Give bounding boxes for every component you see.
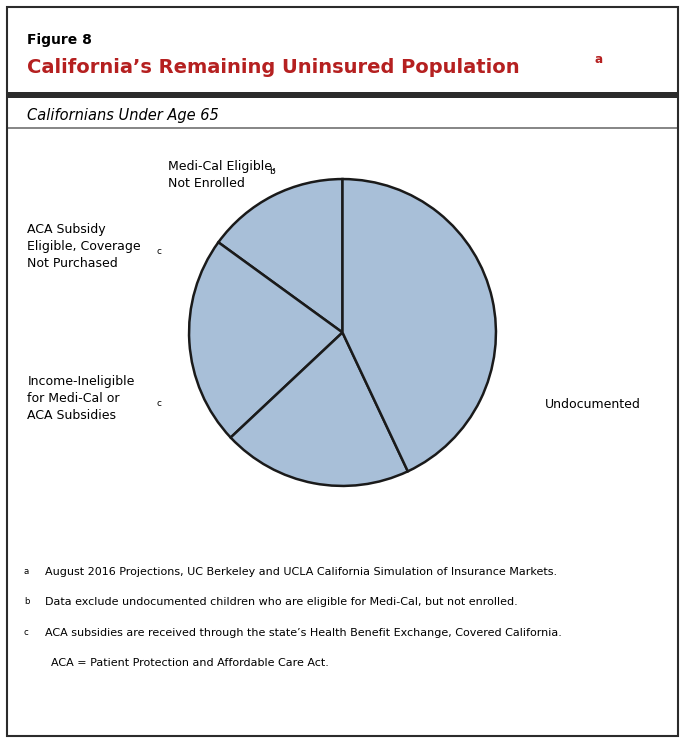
Wedge shape [231, 332, 408, 486]
Wedge shape [219, 179, 342, 332]
Text: California’s Remaining Uninsured Population: California’s Remaining Uninsured Populat… [27, 58, 520, 77]
Text: August 2016 Projections, UC Berkeley and UCLA California Simulation of Insurance: August 2016 Projections, UC Berkeley and… [45, 567, 557, 577]
Text: ACA subsidies are received through the state’s Health Benefit Exchange, Covered : ACA subsidies are received through the s… [45, 628, 562, 637]
Text: Figure 8: Figure 8 [27, 33, 92, 48]
Text: b: b [24, 597, 29, 606]
Wedge shape [189, 242, 342, 438]
Text: a: a [595, 53, 603, 66]
Text: c: c [24, 628, 29, 637]
Text: b: b [269, 167, 275, 176]
Text: c: c [156, 247, 161, 256]
Text: a: a [24, 567, 29, 576]
Wedge shape [342, 179, 496, 471]
Text: c: c [156, 399, 161, 408]
Text: Data exclude undocumented children who are eligible for Medi-Cal, but not enroll: Data exclude undocumented children who a… [45, 597, 517, 607]
Text: ACA Subsidy
Eligible, Coverage
Not Purchased: ACA Subsidy Eligible, Coverage Not Purch… [27, 223, 141, 270]
Text: Californians Under Age 65: Californians Under Age 65 [27, 108, 219, 123]
Text: ACA = Patient Protection and Affordable Care Act.: ACA = Patient Protection and Affordable … [51, 658, 329, 668]
Text: Income-Ineligible
for Medi-Cal or
ACA Subsidies: Income-Ineligible for Medi-Cal or ACA Su… [27, 375, 135, 422]
Text: Medi-Cal Eligible,
Not Enrolled: Medi-Cal Eligible, Not Enrolled [168, 160, 276, 190]
Text: Undocumented: Undocumented [545, 398, 640, 412]
